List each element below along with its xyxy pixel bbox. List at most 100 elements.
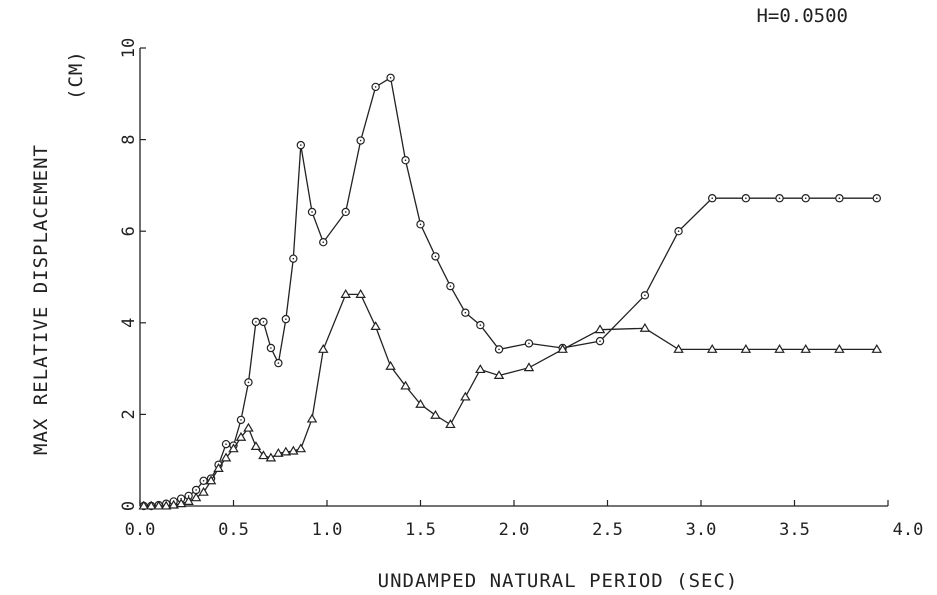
triangle-marker (557, 343, 568, 353)
series-line (143, 293, 877, 507)
x-tick-label: 1.5 (405, 520, 436, 540)
marker-center (187, 495, 190, 497)
triangle-marker (523, 362, 535, 372)
triangle-marker (355, 289, 366, 298)
triangle-marker (235, 431, 247, 441)
marker-center (419, 223, 422, 226)
series-circle (139, 73, 881, 511)
series-triangle (138, 289, 883, 510)
marker-center (262, 321, 265, 323)
triangle-marker (228, 443, 239, 453)
marker-center (202, 480, 205, 482)
x-tick-label: 2.0 (499, 520, 530, 540)
triangle-marker (871, 343, 883, 353)
marker-center (374, 86, 377, 88)
y-tick-labels: 0 2 4 6 8 10 (119, 38, 139, 511)
triangle-marker (834, 343, 845, 353)
marker-center (359, 139, 362, 142)
triangle-marker (190, 492, 202, 502)
marker-center (875, 197, 878, 200)
marker-center (300, 144, 302, 146)
damping-annotation: H=0.0500 (756, 5, 848, 27)
marker-center (498, 348, 500, 351)
triangle-marker (153, 500, 164, 510)
triangle-marker (415, 398, 426, 408)
triangle-marker (160, 500, 172, 510)
triangle-marker (460, 391, 471, 401)
marker-center (479, 324, 482, 326)
triangle-marker (445, 419, 456, 429)
series-layer (138, 73, 883, 511)
triangle-marker (400, 380, 411, 390)
triangle-marker (318, 343, 329, 353)
triangle-marker (706, 343, 718, 353)
marker-center (277, 362, 280, 364)
marker-center (404, 159, 407, 162)
triangle-marker (243, 422, 254, 432)
marker-center (599, 340, 601, 342)
triangle-marker (205, 475, 217, 485)
marker-center (778, 197, 781, 200)
marker-center (804, 197, 807, 200)
marker-center (255, 321, 257, 323)
marker-center (195, 489, 197, 491)
x-axis-title: UNDAMPED NATURAL PERIOD (SEC) (378, 570, 739, 592)
marker-center (745, 197, 747, 200)
triangle-marker (213, 463, 224, 472)
triangle-marker (273, 447, 284, 457)
marker-center (464, 311, 467, 314)
triangle-marker (295, 443, 307, 453)
triangle-marker (673, 343, 684, 353)
y-tick-label: 0 (119, 501, 139, 511)
triangle-marker (430, 409, 441, 419)
marker-center (292, 257, 295, 260)
marker-center (434, 255, 437, 258)
triangle-marker (306, 413, 318, 423)
marker-center (389, 76, 392, 79)
marker-center (838, 197, 841, 200)
y-tick-label: 4 (119, 318, 139, 328)
triangle-marker (288, 445, 299, 455)
marker-center (285, 318, 287, 320)
marker-center (225, 443, 227, 445)
x-tick-label: 2.5 (592, 520, 623, 540)
triangle-marker (258, 450, 269, 460)
triangle-marker (594, 324, 606, 334)
triangle-marker (475, 364, 486, 374)
marker-center (677, 230, 680, 232)
x-tick-labels: 0.0 0.5 1.0 1.5 2.0 2.5 3.0 3.5 4.0 (125, 520, 924, 540)
y-axis-unit: (CM) (65, 50, 87, 100)
x-tick-marks (139, 500, 889, 506)
y-tick-marks (140, 47, 146, 507)
marker-center (247, 381, 250, 384)
triangle-marker (740, 343, 752, 353)
triangle-marker (370, 321, 381, 331)
marker-center (711, 197, 714, 200)
triangle-marker (493, 370, 505, 380)
y-tick-label: 6 (119, 226, 139, 236)
triangle-marker (774, 343, 785, 353)
marker-center (644, 294, 646, 297)
x-tick-label: 3.5 (779, 520, 810, 540)
marker-center (344, 211, 347, 213)
marker-center (311, 211, 313, 213)
y-tick-label: 8 (119, 134, 139, 144)
triangle-marker (250, 441, 262, 450)
x-tick-label: 0.5 (218, 520, 249, 540)
triangle-marker (340, 289, 351, 298)
y-tick-label: 2 (119, 409, 139, 419)
triangle-marker (183, 496, 194, 505)
triangle-marker (198, 486, 209, 496)
marker-center (449, 285, 452, 287)
triangle-marker (175, 498, 187, 508)
marker-center (322, 241, 325, 243)
triangle-marker (220, 452, 232, 462)
marker-center (270, 347, 272, 349)
triangle-marker (138, 500, 149, 510)
x-tick-label: 4.0 (893, 520, 924, 540)
triangle-marker (385, 360, 396, 370)
marker-center (240, 419, 242, 421)
triangle-marker (639, 322, 651, 332)
series-line (143, 76, 877, 507)
